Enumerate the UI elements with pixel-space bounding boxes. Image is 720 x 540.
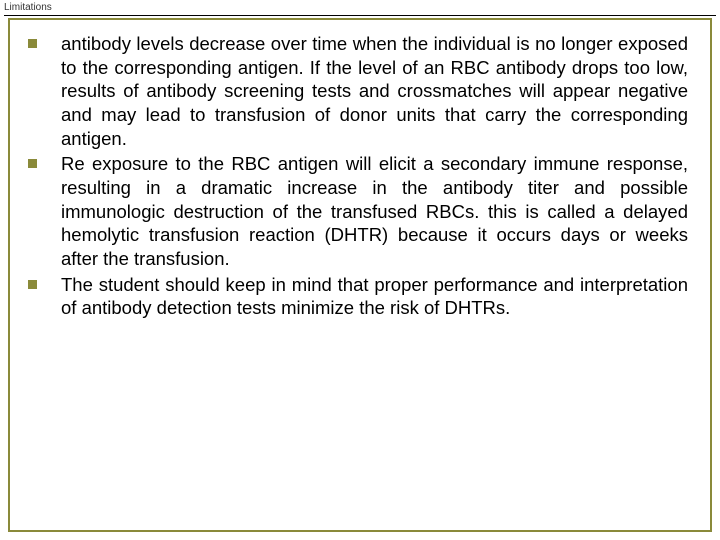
bullet-text: antibody levels decrease over time when … — [61, 32, 688, 150]
bullet-list: antibody levels decrease over time when … — [28, 32, 688, 320]
square-bullet-icon — [28, 280, 37, 289]
square-bullet-icon — [28, 159, 37, 168]
content-frame: antibody levels decrease over time when … — [8, 18, 712, 532]
square-bullet-icon — [28, 39, 37, 48]
list-item: Re exposure to the RBC antigen will elic… — [28, 152, 688, 270]
header-rule — [4, 15, 716, 16]
list-item: antibody levels decrease over time when … — [28, 32, 688, 150]
list-item: The student should keep in mind that pro… — [28, 273, 688, 320]
bullet-text: Re exposure to the RBC antigen will elic… — [61, 152, 688, 270]
bullet-text: The student should keep in mind that pro… — [61, 273, 688, 320]
header-label: Limitations — [4, 2, 52, 13]
